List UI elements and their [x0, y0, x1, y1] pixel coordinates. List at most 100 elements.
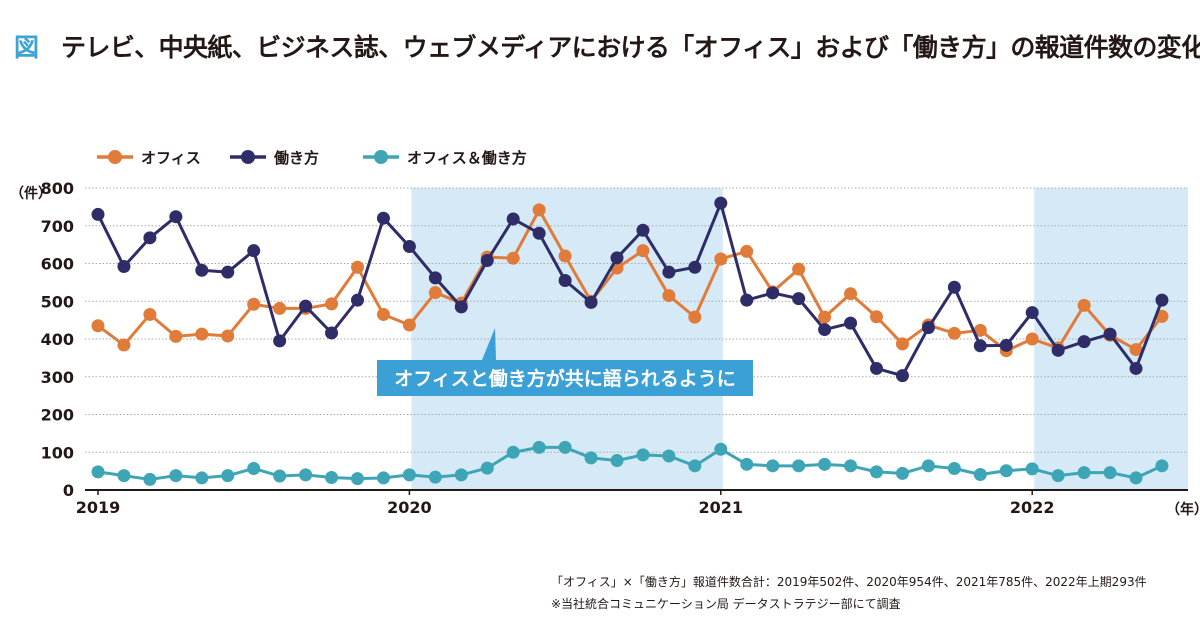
data-point-s3-5: [221, 469, 235, 483]
data-point-s2-16: [506, 212, 520, 226]
data-point-s3-35: [999, 464, 1013, 478]
x-axis-unit: （年）: [1166, 501, 1200, 518]
y-tick-label: 700: [41, 217, 74, 236]
legend-marker-2: [241, 150, 255, 164]
y-tick-label: 100: [41, 443, 74, 462]
data-point-s3-38: [1077, 466, 1091, 480]
y-tick-label: 300: [41, 368, 74, 387]
data-point-s3-6: [247, 461, 261, 475]
data-point-s2-39: [1103, 327, 1117, 341]
data-point-s3-14: [454, 468, 468, 482]
data-point-s2-14: [454, 300, 468, 314]
data-point-s2-18: [558, 273, 572, 287]
data-point-s1-33: [947, 326, 961, 340]
data-point-s3-12: [402, 468, 416, 482]
data-point-s1-10: [351, 260, 364, 274]
data-point-s2-32: [921, 321, 935, 335]
data-point-s1-0: [91, 319, 105, 333]
data-point-s2-37: [1051, 343, 1065, 357]
data-point-s2-26: [766, 286, 780, 300]
data-point-s1-38: [1077, 298, 1091, 312]
data-point-s3-36: [1025, 462, 1039, 476]
data-point-s1-40: [1129, 343, 1143, 357]
legend-label-2: 働き方: [273, 149, 319, 167]
data-point-s2-11: [376, 211, 390, 225]
data-point-s3-16: [506, 445, 520, 459]
data-point-s2-30: [870, 361, 883, 375]
data-point-s1-36: [1025, 332, 1039, 346]
data-point-s3-32: [921, 459, 935, 473]
data-point-s2-31: [895, 369, 909, 383]
figure-label: 図: [14, 33, 40, 62]
data-point-s1-28: [818, 310, 832, 324]
data-point-s2-15: [480, 253, 494, 267]
data-point-s1-11: [376, 307, 390, 321]
data-point-s1-34: [973, 323, 987, 337]
data-point-s3-9: [325, 471, 339, 485]
data-point-s2-13: [428, 271, 442, 285]
data-point-s3-2: [143, 472, 157, 486]
data-point-s3-19: [584, 451, 598, 465]
data-point-s1-30: [870, 310, 883, 324]
data-point-s3-29: [844, 459, 858, 473]
data-point-s1-21: [636, 244, 650, 258]
data-point-s3-7: [273, 469, 287, 483]
data-point-s3-20: [610, 454, 624, 468]
data-point-s3-8: [299, 468, 313, 482]
y-tick-label: 500: [41, 292, 74, 311]
data-point-s3-25: [740, 457, 754, 471]
data-point-s1-24: [714, 252, 728, 266]
data-point-s3-17: [532, 440, 546, 454]
data-point-s2-33: [947, 280, 961, 294]
data-point-s3-11: [376, 471, 390, 485]
y-tick-label: 0: [63, 481, 74, 500]
y-tick-label: 800: [41, 179, 74, 198]
x-tick-label: 2022: [1010, 498, 1055, 517]
data-point-s3-13: [428, 470, 442, 484]
data-point-s2-20: [610, 251, 624, 265]
chart-title: 図 テレビ、中央紙、ビジネス誌、ウェブメディアにおける「オフィス」および「働き方…: [14, 26, 1200, 66]
data-point-s2-19: [584, 295, 598, 309]
data-point-s3-26: [766, 459, 780, 473]
data-point-s3-30: [870, 465, 883, 479]
data-point-s2-12: [402, 240, 416, 254]
data-point-s2-34: [973, 339, 987, 353]
data-point-s2-17: [532, 226, 546, 240]
data-point-s2-10: [351, 293, 364, 307]
footnote-source: ※当社統合コミュニケーション局 データストラテジー部にて調査: [551, 597, 901, 611]
data-point-s2-0: [91, 207, 105, 221]
x-tick-label: 2019: [76, 498, 121, 517]
data-point-s2-29: [844, 316, 858, 330]
y-axis-unit: （件）: [10, 185, 52, 202]
data-point-s3-0: [91, 465, 105, 479]
data-point-s2-4: [195, 263, 209, 277]
data-point-s2-28: [818, 323, 832, 337]
data-point-s2-23: [688, 260, 702, 274]
x-tick-label: 2020: [387, 498, 432, 517]
data-point-s3-41: [1155, 459, 1169, 473]
y-tick-label: 400: [41, 330, 74, 349]
data-point-s3-1: [117, 469, 131, 483]
data-point-s3-27: [792, 459, 806, 473]
legend-label-1: オフィス: [141, 149, 201, 167]
data-point-s1-9: [325, 297, 339, 311]
data-point-s1-2: [143, 307, 157, 321]
data-point-s1-17: [532, 203, 546, 217]
data-point-s3-4: [195, 471, 209, 485]
data-point-s2-38: [1077, 335, 1091, 349]
title-text: テレビ、中央紙、ビジネス誌、ウェブメディアにおける「オフィス」および「働き方」の…: [61, 33, 1200, 62]
data-point-s1-5: [221, 329, 235, 343]
data-point-s3-21: [636, 448, 650, 462]
data-point-s2-8: [299, 299, 313, 313]
data-point-s1-16: [506, 251, 520, 265]
data-point-s1-3: [169, 329, 183, 343]
data-point-s2-5: [221, 265, 235, 279]
data-point-s3-22: [662, 449, 676, 463]
data-point-s3-3: [169, 469, 183, 483]
data-point-s1-4: [195, 327, 209, 341]
data-point-s3-39: [1103, 466, 1117, 480]
data-point-s2-40: [1129, 361, 1143, 375]
data-point-s2-41: [1155, 293, 1169, 307]
data-point-s1-27: [792, 262, 806, 276]
data-point-s1-12: [402, 318, 416, 332]
